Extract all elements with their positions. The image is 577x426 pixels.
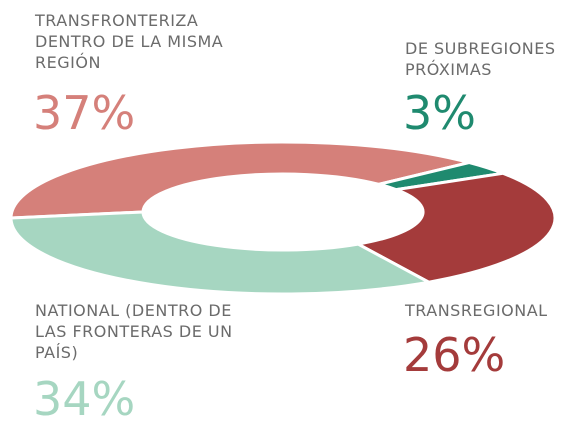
value-label: 37% — [33, 86, 136, 140]
donut-slice — [9, 140, 470, 220]
donut-slice — [9, 210, 434, 296]
category-label: TRANSFRONTERIZA DENTRO DE LA MISMA REGIÓ… — [35, 11, 224, 72]
donut-slice — [353, 171, 557, 284]
category-label: TRANSREGIONAL — [405, 301, 548, 320]
category-label: NATIONAL (DENTRO DE LAS FRONTERAS DE UN … — [35, 301, 233, 362]
value-label: 26% — [403, 328, 506, 382]
category-label: DE SUBREGIONES PRÓXIMAS — [405, 39, 556, 79]
value-label: 34% — [33, 372, 136, 426]
value-label: 3% — [403, 86, 476, 140]
